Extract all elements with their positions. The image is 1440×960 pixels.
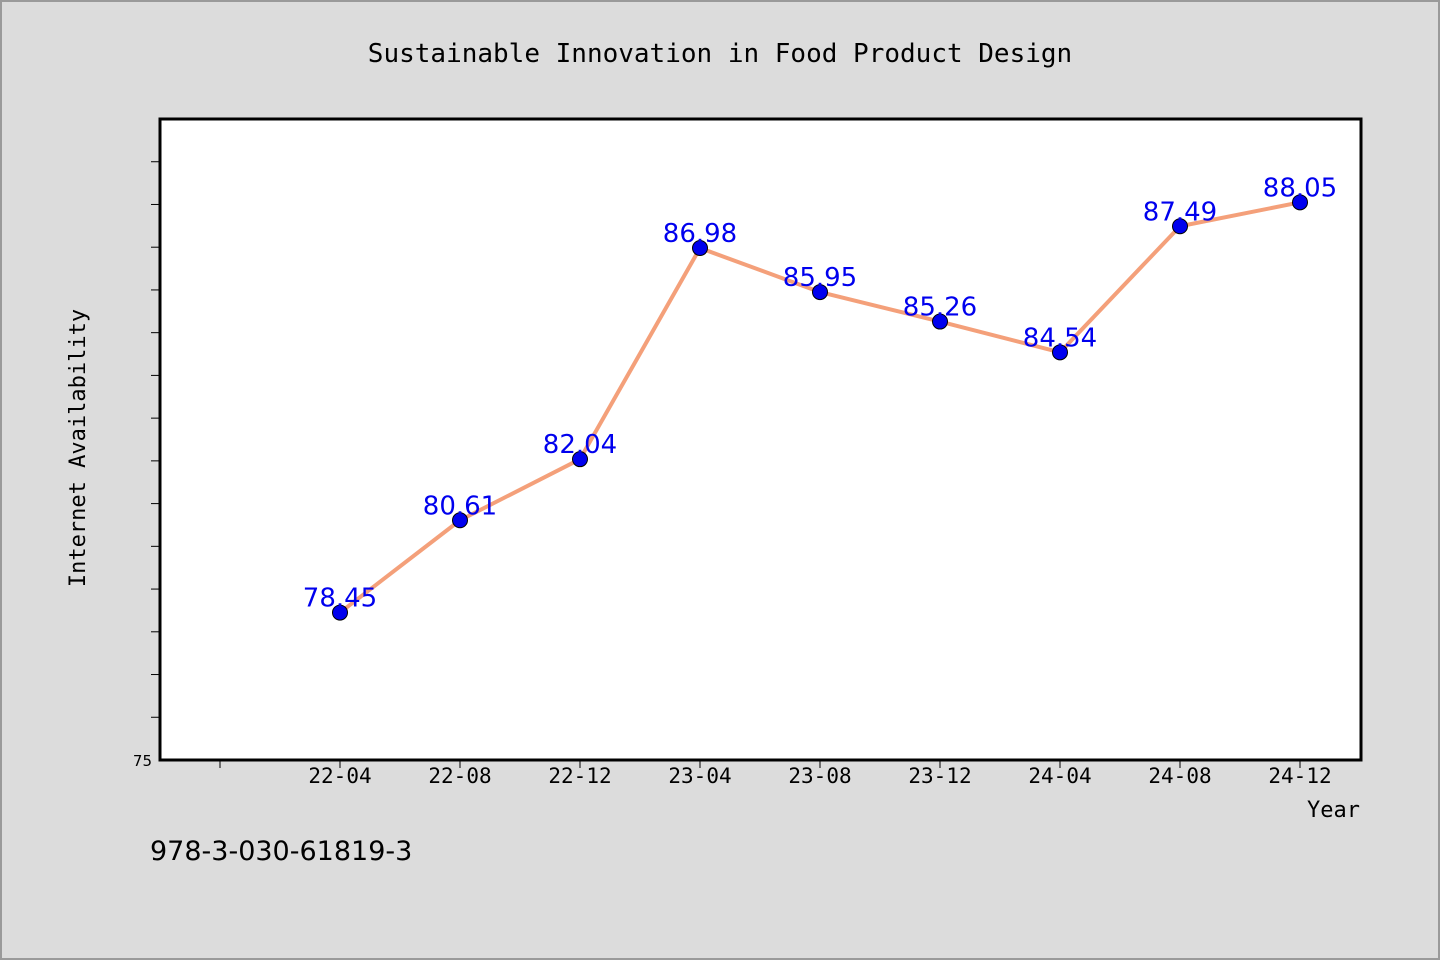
data-label: 82.04 <box>543 430 617 460</box>
footer-identifier: 978-3-030-61819-3 <box>150 836 413 867</box>
y-tick-label: 75 <box>133 752 152 770</box>
x-tick-label: 24-12 <box>1268 764 1331 788</box>
data-point <box>1292 194 1308 211</box>
data-label: 84.54 <box>1023 323 1097 353</box>
data-point <box>932 313 948 330</box>
data-point <box>812 284 828 301</box>
data-point <box>332 604 348 621</box>
x-tick-label: 22-04 <box>308 764 371 788</box>
data-label: 88.05 <box>1263 173 1337 203</box>
data-point <box>452 512 468 529</box>
data-point <box>1172 218 1188 235</box>
data-label: 87.49 <box>1143 197 1217 227</box>
x-tick-label: 22-12 <box>548 764 611 788</box>
chart-title: Sustainable Innovation in Food Product D… <box>368 39 1072 69</box>
x-tick-label: 23-04 <box>668 764 731 788</box>
y-axis-label: Internet Availability <box>66 309 91 587</box>
x-axis-ticks: 22-04 22-08 22-12 23-04 23-08 23-12 24-04 24-08… <box>219 760 1332 788</box>
data-point <box>1052 344 1068 361</box>
data-label: 85.26 <box>903 293 977 323</box>
data-labels: 78.45 80.61 82.04 86.98 85.95 85.26 84.54 87.49… <box>303 173 1337 613</box>
data-label: 86.98 <box>663 219 737 249</box>
data-points <box>332 194 1308 621</box>
data-label: 78.45 <box>303 584 377 614</box>
data-label: 85.95 <box>783 263 857 293</box>
x-tick-label: 23-12 <box>908 764 971 788</box>
x-tick-label: 23-08 <box>788 764 851 788</box>
data-label: 80.61 <box>423 491 497 521</box>
x-axis-label: Year <box>1307 798 1360 823</box>
x-tick-label: 24-04 <box>1028 764 1091 788</box>
x-tick-label: 22-08 <box>428 764 491 788</box>
x-tick-label: 24-08 <box>1148 764 1211 788</box>
data-point <box>572 451 588 468</box>
plot-area <box>158 117 1363 762</box>
data-point <box>692 240 708 257</box>
y-axis-ticks: 75 <box>133 161 160 770</box>
